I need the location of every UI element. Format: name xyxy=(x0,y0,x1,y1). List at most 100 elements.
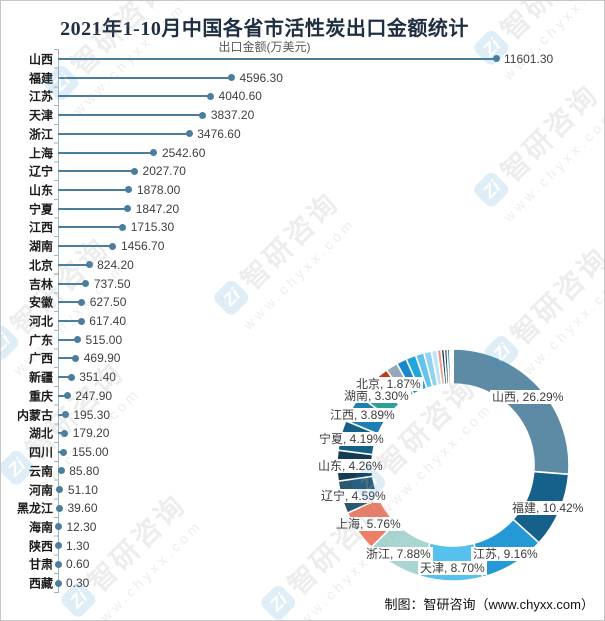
bar-value-label: 247.90 xyxy=(75,388,113,403)
bar-row: 黑龙江 39.60 xyxy=(1,499,604,518)
bar-value-label: 2542.60 xyxy=(161,145,206,160)
bar-dot xyxy=(72,354,80,362)
bar-value-label: 737.50 xyxy=(93,276,131,291)
bar-row: 湖南 1456.70 xyxy=(1,237,604,256)
bar-category-label: 重庆 xyxy=(28,389,53,404)
bar-category-label: 内蒙古 xyxy=(16,408,53,423)
bar-value-label: 0.30 xyxy=(66,576,90,591)
bar-dot xyxy=(207,92,215,100)
bar-dot xyxy=(131,167,139,175)
bar-row: 山西 11601.30 xyxy=(1,50,604,69)
bar-line xyxy=(58,301,82,304)
bar-row: 河南 51.10 xyxy=(1,480,604,499)
bar-category-label: 湖南 xyxy=(28,239,53,254)
bar-category-label: 湖北 xyxy=(28,426,53,441)
bar-category-label: 河南 xyxy=(28,483,53,497)
bar-line xyxy=(58,226,123,229)
bar-line xyxy=(58,76,232,79)
bar-row: 广东 515.00 xyxy=(1,330,604,349)
bar-row: 内蒙古 195.30 xyxy=(1,405,604,424)
bar-value-label: 1456.70 xyxy=(120,239,165,254)
bar-value-label: 0.60 xyxy=(66,557,90,572)
bar-category-label: 西藏 xyxy=(28,576,53,591)
bar-category-label: 黑龙江 xyxy=(16,501,53,516)
bar-category-label: 福建 xyxy=(28,71,53,86)
bar-row: 安徽 627.50 xyxy=(1,293,604,312)
donut-label: 宁夏, 4.19% xyxy=(317,432,386,446)
bar-line xyxy=(58,357,76,360)
bar-category-label: 浙江 xyxy=(28,127,53,142)
bar-category-label: 北京 xyxy=(28,258,53,273)
bar-dot xyxy=(73,336,81,344)
bar-value-label: 1.30 xyxy=(66,538,90,553)
bar-row: 广西 469.90 xyxy=(1,349,604,368)
bar-value-label: 2027.70 xyxy=(142,164,186,179)
bar-row: 河北 617.40 xyxy=(1,312,604,331)
bar-row: 吉林 737.50 xyxy=(1,274,604,293)
bar-dot xyxy=(54,542,62,550)
bar-row: 宁夏 1847.20 xyxy=(1,199,604,218)
bar-value-label: 39.60 xyxy=(67,501,98,516)
donut-label: 天津, 8.70% xyxy=(418,561,487,575)
bar-category-label: 广东 xyxy=(28,333,53,348)
bar-dot xyxy=(119,223,127,231)
bar-category-label: 上海 xyxy=(28,146,53,161)
credit-text: 制图：智研咨询（www.chyxx.com） xyxy=(384,597,594,612)
bar-plot-area: 山西 11601.30 福建 4596.30 江苏 4040.60 天津 3837.20 浙江 3… xyxy=(1,50,604,594)
bar-dot xyxy=(54,560,62,568)
donut-label: 江西, 3.89% xyxy=(328,408,397,422)
donut-slice xyxy=(452,348,570,476)
bar-line xyxy=(58,170,135,173)
donut-label: 福建, 10.42% xyxy=(510,501,586,515)
bar-category-label: 新疆 xyxy=(28,370,53,385)
bar-value-label: 824.20 xyxy=(97,257,134,272)
bar-category-label: 辽宁 xyxy=(28,164,53,179)
bar-value-label: 1715.30 xyxy=(130,220,175,235)
bar-line xyxy=(58,320,82,323)
bar-category-label: 天津 xyxy=(28,108,53,123)
bar-line xyxy=(58,95,211,98)
bar-dot xyxy=(78,298,86,306)
donut-label: 山西, 26.29% xyxy=(490,390,566,404)
bar-value-label: 469.90 xyxy=(83,351,121,366)
bar-value-label: 195.30 xyxy=(73,407,111,422)
chart-title: 2021年1-10月中国各省市活性炭出口金额统计 xyxy=(60,18,469,40)
bar-line xyxy=(58,151,154,154)
bar-row: 重庆 247.90 xyxy=(1,387,604,406)
bar-line xyxy=(58,132,190,135)
donut-label: 辽宁, 4.59% xyxy=(319,489,388,503)
bar-dot xyxy=(199,111,207,119)
donut-label: 湖南, 3.30% xyxy=(342,389,411,403)
bar-row: 甘肃 0.60 xyxy=(1,555,604,574)
bar-dot xyxy=(61,411,69,419)
bar-value-label: 4596.30 xyxy=(239,70,283,85)
category-axis-ticks xyxy=(54,49,58,593)
donut-label: 江苏, 9.16% xyxy=(471,547,540,561)
bar-category-label: 江西 xyxy=(28,220,53,235)
bar-category-label: 广西 xyxy=(28,351,53,366)
bar-row: 江西 1715.30 xyxy=(1,218,604,237)
bar-category-label: 山西 xyxy=(28,52,53,67)
bar-value-label: 3476.60 xyxy=(197,126,241,141)
bar-dot xyxy=(54,579,62,587)
bar-line xyxy=(58,188,129,191)
bar-category-label: 四川 xyxy=(28,445,53,460)
bar-dot xyxy=(56,486,64,493)
bar-row: 新疆 351.40 xyxy=(1,368,604,387)
value-axis-title: 出口金额(万美元) xyxy=(218,40,311,54)
donut-label: 浙江, 7.88% xyxy=(364,547,433,561)
bar-category-label: 吉林 xyxy=(28,277,53,292)
bar-value-label: 179.20 xyxy=(72,426,110,441)
bar-category-label: 甘肃 xyxy=(28,557,53,572)
bar-row: 海南 12.30 xyxy=(1,518,604,537)
bar-row: 江苏 4040.60 xyxy=(1,87,604,106)
bar-value-label: 1847.20 xyxy=(135,201,180,216)
bar-category-label: 山东 xyxy=(28,183,53,198)
bar-value-label: 11601.30 xyxy=(504,51,554,66)
bar-value-label: 351.40 xyxy=(79,370,116,385)
bar-value-label: 51.10 xyxy=(67,482,98,497)
bar-row: 北京 824.20 xyxy=(1,256,604,275)
bar-line xyxy=(58,376,72,379)
bar-row: 上海 2542.60 xyxy=(1,143,604,162)
